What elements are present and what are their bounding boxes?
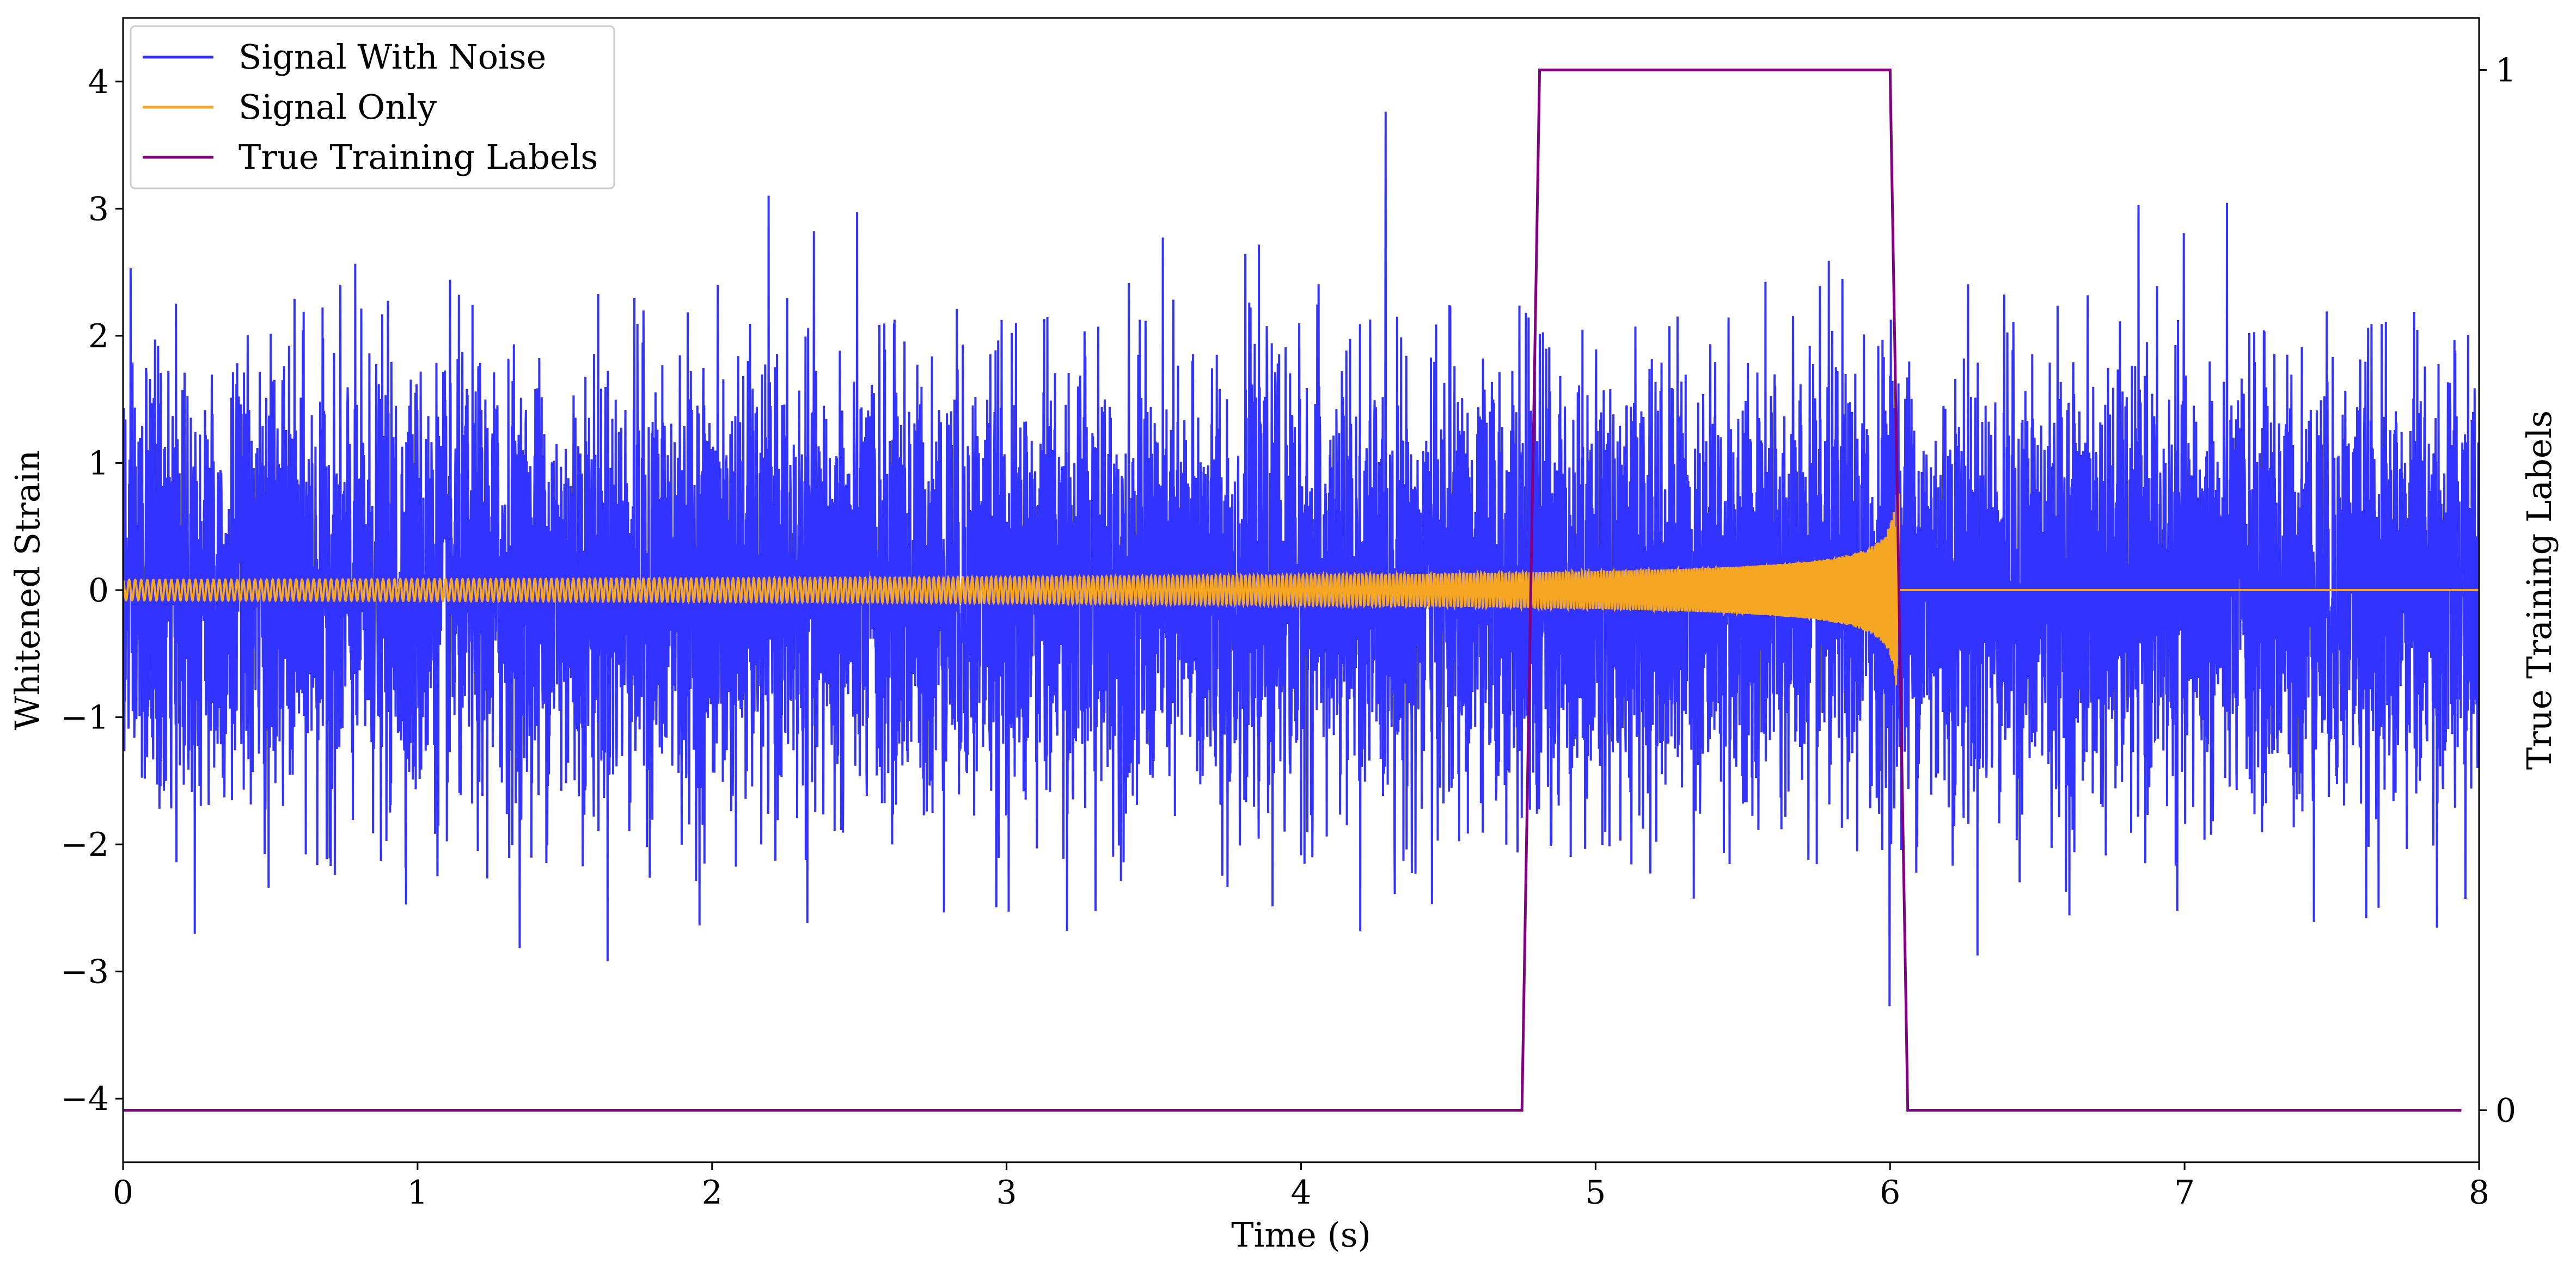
x-tick-label: 8: [2469, 1174, 2489, 1212]
y-tick-label: 0: [88, 572, 109, 610]
y-tick-label: 1: [88, 444, 109, 482]
y-tick-label: −2: [61, 826, 109, 864]
y-tick-label: −3: [61, 953, 109, 991]
y-tick-label: −4: [61, 1080, 109, 1118]
signal-only-line: [123, 493, 2479, 685]
true-training-labels-line: [123, 69, 2462, 1112]
true-training-labels-series: [123, 69, 2462, 1112]
x-tick-label: 0: [113, 1174, 133, 1212]
legend-entry-signal-only: Signal Only: [238, 87, 437, 127]
legend-entry-signal-with-noise: Signal With Noise: [238, 37, 546, 77]
y-tick-label: 4: [88, 63, 109, 101]
signal-with-noise-line: [123, 112, 2479, 1007]
x-tick-label: 7: [2174, 1174, 2195, 1212]
signal-with-noise-series: [123, 112, 2479, 1007]
y2-tick-label: 1: [2495, 52, 2516, 90]
y-axis-ticks: −4 −3 −2 −1 0 1 2 3 4: [61, 63, 123, 1118]
signal-only-series: [123, 493, 2479, 685]
x-tick-label: 4: [1290, 1174, 1311, 1212]
x-axis-ticks: 0 1 2 3 4 5 6 7 8: [113, 1162, 2489, 1212]
y-tick-label: 3: [88, 190, 109, 228]
x-tick-label: 2: [702, 1174, 723, 1212]
y-axis-label: Whitened Strain: [8, 450, 47, 731]
x-tick-label: 5: [1585, 1174, 1606, 1212]
legend: Signal With Noise Signal Only True Train…: [130, 25, 615, 189]
legend-box: [130, 25, 615, 189]
x-tick-label: 1: [407, 1174, 428, 1212]
y2-axis-label: True Training Labels: [2519, 410, 2559, 770]
x-tick-label: 3: [996, 1174, 1017, 1212]
y2-axis-ticks: 01: [2479, 52, 2516, 1130]
x-tick-label: 6: [1880, 1174, 1900, 1212]
legend-entry-true-training-labels: True Training Labels: [238, 137, 598, 177]
x-axis-label: Time (s): [1231, 1215, 1371, 1255]
y2-tick-label: 0: [2495, 1091, 2516, 1130]
y-tick-label: −1: [61, 699, 109, 737]
y-tick-label: 2: [88, 317, 109, 355]
